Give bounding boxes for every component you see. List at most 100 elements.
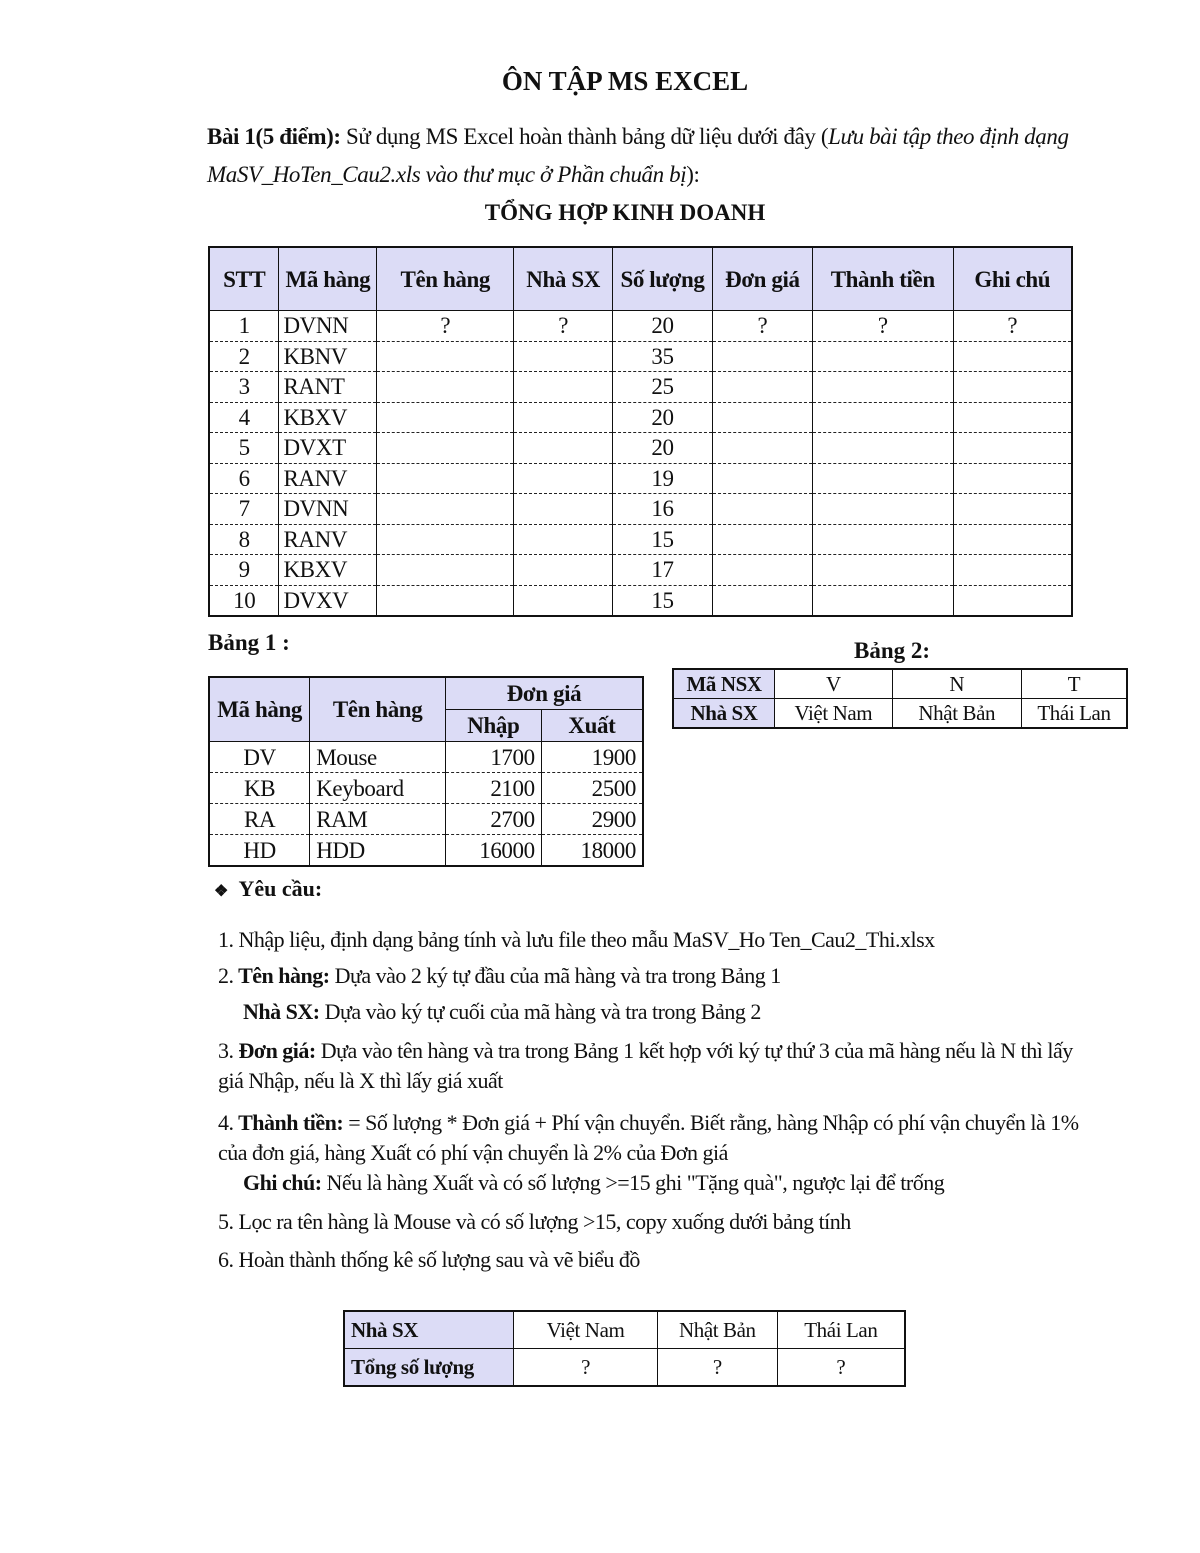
header-don-gia: Đơn giá [444, 676, 644, 710]
table-cell [376, 341, 515, 372]
table-cell [952, 463, 1073, 494]
table-cell [952, 432, 1073, 464]
exercise-label: Bài 1(5 điểm): [207, 124, 341, 149]
table-cell: 2500 [540, 772, 644, 804]
table-cell [952, 524, 1073, 555]
table-cell: 20 [612, 310, 713, 342]
table-cell: 16 [612, 493, 713, 525]
table-cell [376, 463, 515, 494]
table-cell: Việt Nam [774, 698, 893, 729]
table-row: 10 DVXV 15 [208, 585, 1073, 616]
header-ma-hang: Mã hàng [208, 676, 311, 742]
requirement-item: 6. Hoàn thành thống kê số lượng sau và v… [218, 1245, 1098, 1275]
requirement-label: Đơn giá: [233, 1038, 317, 1063]
bang1-table: Mã hàng Tên hàng Đơn giá Nhập Xuất DV Mouse 1… [208, 676, 644, 867]
table-cell [811, 493, 954, 525]
table-cell: Thái Lan [1020, 698, 1128, 729]
requirement-text: Nhập liệu, định dạng bảng tính và lưu fi… [233, 927, 936, 952]
table-cell: 35 [612, 341, 713, 372]
table-row: 2 KBNV 35 [208, 341, 1073, 372]
bang2-table: Mã NSX V N T Nhà SX Việt Nam Nhật Bản Thái Lan [672, 668, 1128, 729]
table-cell: 2100 [444, 772, 542, 804]
table-cell: 10 [208, 585, 280, 616]
requirement-text: Dựa vào 2 ký tự đầu của mã hàng và tra t… [329, 963, 782, 988]
table-cell: 6 [208, 463, 280, 494]
header-cell: STT [208, 246, 280, 311]
table-cell: Thái Lan [776, 1310, 906, 1349]
table-cell: 16000 [444, 834, 542, 866]
header-xuat: Xuất [540, 709, 644, 742]
diamond-bullet-icon: ❖ [214, 883, 229, 900]
table-cell: ? [513, 1348, 658, 1387]
table-cell [811, 524, 954, 555]
page-title: ÔN TẬP MS EXCEL [501, 66, 749, 96]
requirement-number: 1. [218, 927, 234, 952]
table-cell [811, 585, 954, 616]
table-cell: ? [376, 310, 515, 342]
requirement-label: Ghi chú: [243, 1170, 322, 1195]
requirement-item: 4. Thành tiền: = Số lượng * Đơn giá + Ph… [218, 1108, 1098, 1168]
table-cell [811, 402, 954, 433]
table-cell: V [774, 668, 893, 699]
table-cell: DVNN [278, 493, 378, 525]
row-header: Mã NSX [672, 668, 776, 699]
header-cell: Thành tiền [811, 246, 954, 311]
table-cell: DVNN [278, 310, 378, 342]
table-cell: 20 [612, 402, 713, 433]
table-cell: 1700 [444, 741, 542, 773]
table-cell: HD [208, 834, 311, 866]
table-row: 6 RANV 19 [208, 463, 1073, 494]
table-cell: N [891, 668, 1022, 699]
table-cell [811, 371, 954, 403]
table-cell [376, 554, 515, 586]
table-cell [952, 402, 1073, 433]
table-row: HD HDD 16000 18000 [208, 834, 644, 866]
table-cell [711, 463, 813, 494]
table-cell [711, 371, 813, 403]
table-cell: ? [776, 1348, 906, 1387]
requirement-number: 5. [218, 1209, 234, 1234]
requirement-text: Lọc ra tên hàng là Mouse và có số lượng … [233, 1209, 852, 1234]
table-cell: ? [656, 1348, 778, 1387]
table-cell [513, 585, 614, 616]
table-cell [513, 524, 614, 555]
main-table-title: TỔNG HỢP KINH DOANH [484, 200, 766, 225]
table-cell: 3 [208, 371, 280, 403]
row-header: Nhà SX [672, 698, 776, 729]
table-cell [711, 432, 813, 464]
requirement-text: Hoàn thành thống kê số lượng sau và vẽ b… [233, 1247, 641, 1272]
requirement-item: 2. Tên hàng: Dựa vào 2 ký tự đầu của mã … [218, 961, 1098, 991]
table-cell [952, 554, 1073, 586]
table-row: 7 DVNN 16 [208, 493, 1073, 525]
table-cell: 1 [208, 310, 280, 342]
table-cell: DVXT [278, 432, 378, 464]
header-cell: Số lượng [612, 246, 713, 311]
table-cell: ? [811, 310, 954, 342]
table-cell: KBXV [278, 402, 378, 433]
table-cell: 2 [208, 341, 280, 372]
table-cell [513, 341, 614, 372]
requirement-item: Ghi chú: Nếu là hàng Xuất và có số lượng… [243, 1168, 1123, 1198]
requirements-heading: ❖ Yêu cầu: [214, 876, 322, 902]
table-cell: 9 [208, 554, 280, 586]
requirement-item: 1. Nhập liệu, định dạng bảng tính và lưu… [218, 925, 1098, 955]
requirement-text: = Số lượng * Đơn giá + Phí vận chuyển. B… [218, 1110, 1079, 1165]
requirement-label: Nhà SX: [243, 999, 320, 1024]
intro-italic: Lưu bài tập theo định dạng MaSV_HoTen_Ca… [207, 124, 1069, 187]
main-table: STT Mã hàng Tên hàng Nhà SX Số lượng Đơn giá T… [208, 246, 1073, 617]
table-cell: 17 [612, 554, 713, 586]
table-cell: Nhật Bản [656, 1310, 778, 1349]
table-cell: Mouse [309, 741, 446, 773]
table-cell: RANV [278, 524, 378, 555]
table-row: 1 DVNN?? 20??? [208, 310, 1073, 342]
table-cell [952, 493, 1073, 525]
table-cell: KBNV [278, 341, 378, 372]
header-cell: Ghi chú [952, 246, 1073, 311]
table-cell: 20 [612, 432, 713, 464]
table-cell [811, 554, 954, 586]
table-cell: DV [208, 741, 311, 773]
table-cell: KBXV [278, 554, 378, 586]
table-cell: T [1020, 668, 1128, 699]
table-cell: 1900 [540, 741, 644, 773]
table-cell: RA [208, 803, 311, 835]
